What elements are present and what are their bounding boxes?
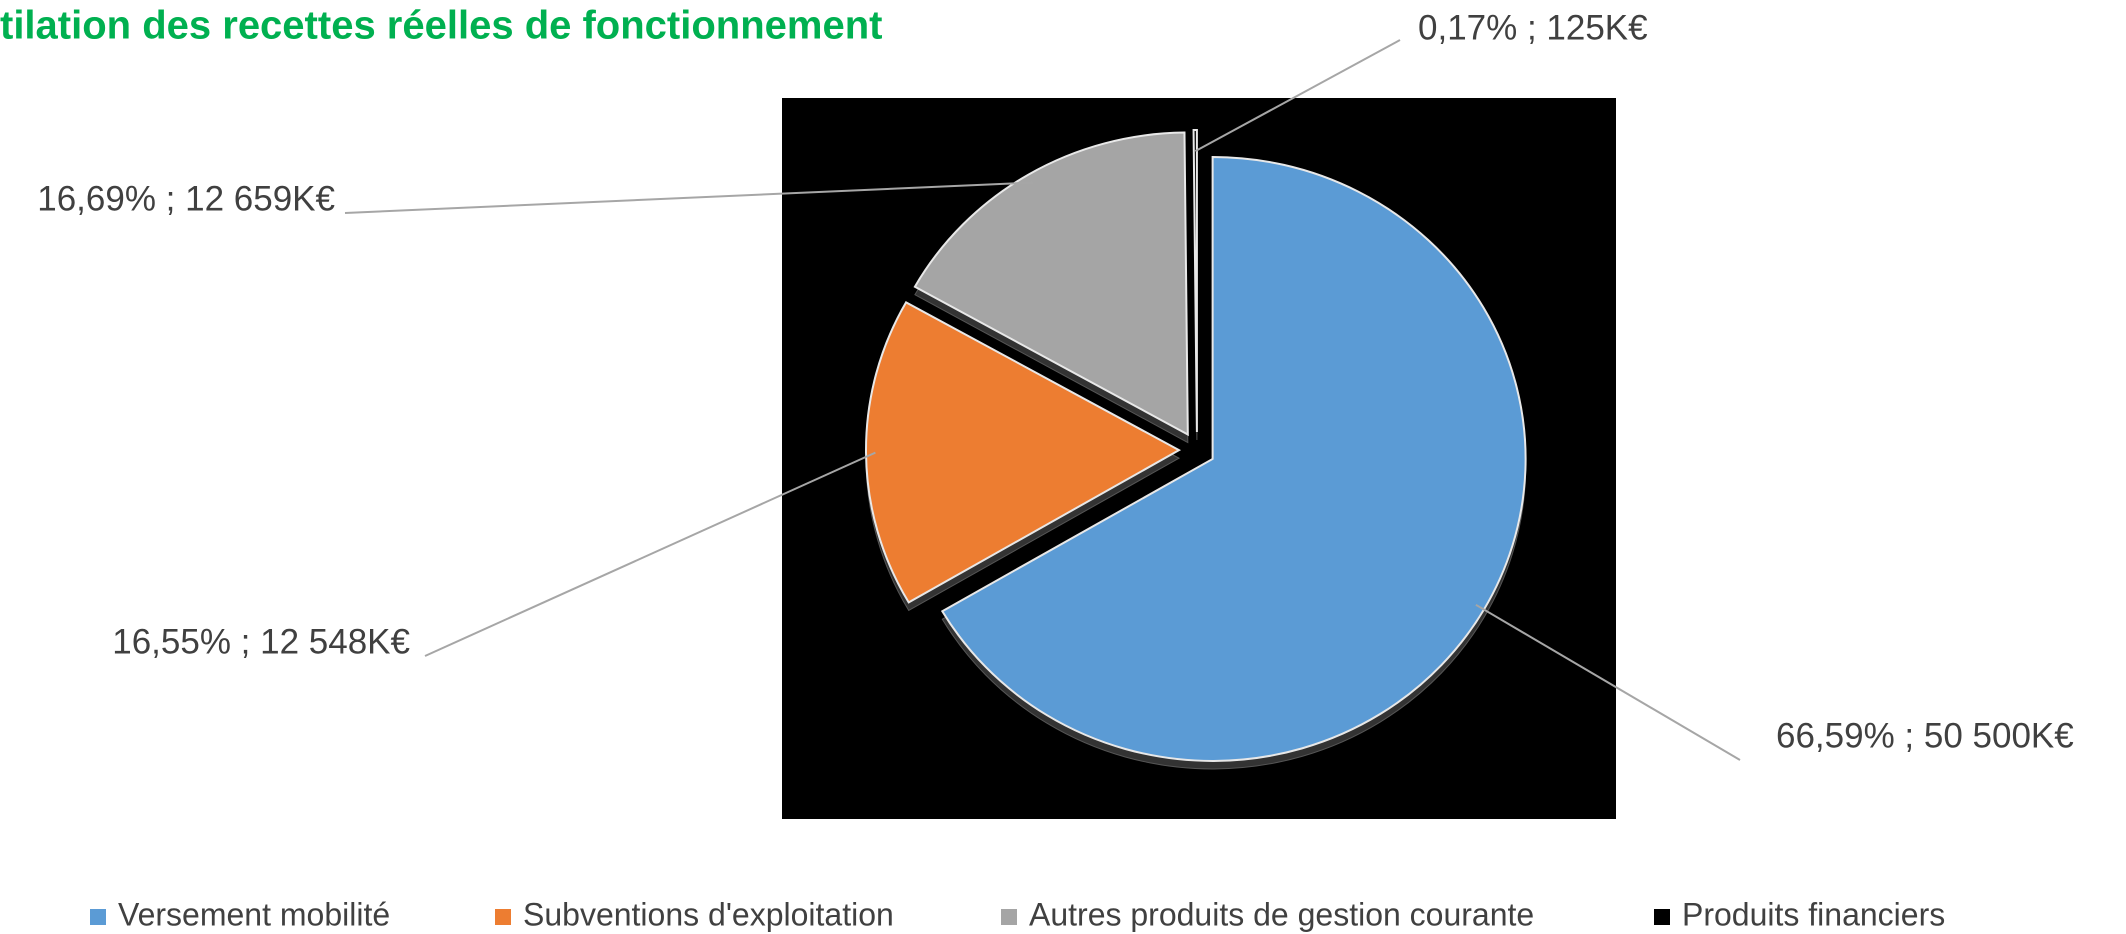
leader-line (1475, 603, 1741, 761)
data-label: 16,55% ; 12 548K€ (112, 622, 410, 661)
slice (1192, 128, 1198, 433)
chart-title: tilation des recettes réelles de fonctio… (0, 4, 882, 48)
legend-swatch (495, 909, 511, 925)
legend-label: Autres produits de gestion courante (1029, 896, 1534, 932)
data-label: 16,69% ; 12 659K€ (37, 179, 335, 218)
legend-swatch (1654, 909, 1670, 925)
leader-line (424, 451, 876, 657)
legend-swatch (90, 909, 106, 925)
legend-label: Produits financiers (1682, 896, 1945, 932)
leader-line (344, 181, 1034, 214)
data-label: 0,17% ; 125K€ (1418, 8, 1648, 47)
slice (913, 131, 1189, 437)
slice (865, 300, 1182, 604)
legend-label: Subventions d'exploitation (523, 896, 894, 932)
data-label: 66,59% ; 50 500K€ (1776, 716, 2074, 755)
leader-line (1194, 39, 1401, 153)
legend-label: Versement mobilité (118, 896, 390, 932)
legend-swatch (1001, 909, 1017, 925)
